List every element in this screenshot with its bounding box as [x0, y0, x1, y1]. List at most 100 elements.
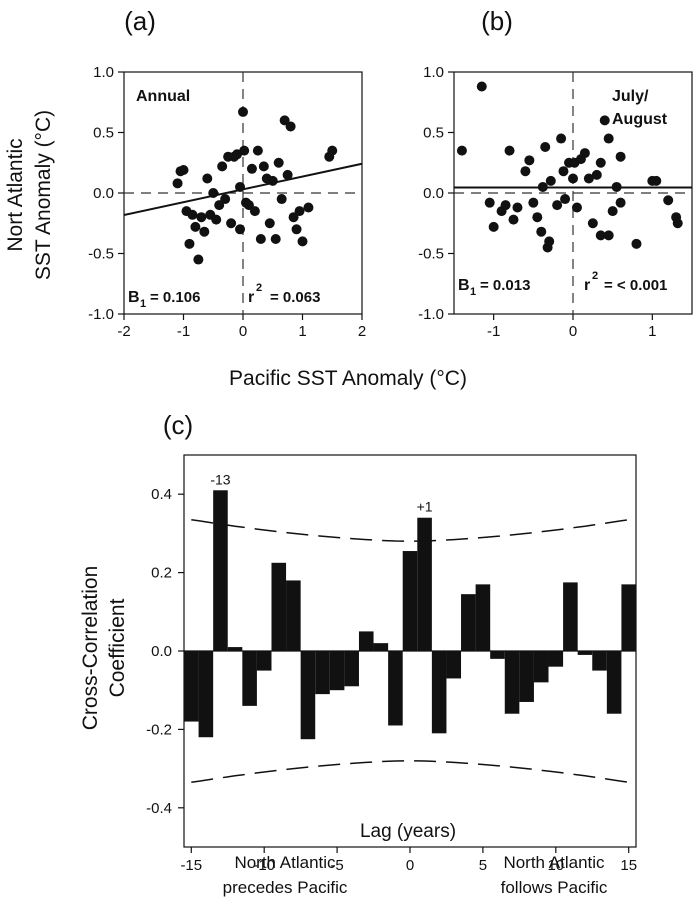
- panel-a-b1-stat: B 1 = 0.106: [128, 289, 200, 310]
- panel-b-ytick-label: 1.0: [423, 64, 444, 81]
- panel-a-xtick-label: 1: [298, 323, 306, 340]
- panel-b-b1-symbol: B: [458, 277, 470, 294]
- panel-a-data-point: [285, 121, 296, 132]
- panel-b-xtick-label: -1: [487, 323, 500, 340]
- panel-b-data-point: [663, 195, 674, 206]
- panel-c-ytick-label: -0.2: [146, 721, 172, 738]
- panel-c-ytick-label: 0.4: [151, 486, 172, 503]
- panel-b-annotation-line1: July/: [612, 88, 649, 105]
- panel-b-data-point: [603, 133, 614, 144]
- panel-c-ytick-label: 0.2: [151, 565, 172, 582]
- note-right-line2: follows Pacific: [501, 878, 608, 897]
- panel-b-data-point: [587, 218, 598, 229]
- panel-b-data-point: [651, 175, 662, 186]
- panel-b-data-point: [607, 206, 618, 217]
- correlation-bar: [431, 651, 447, 734]
- panel-a-data-point: [202, 173, 213, 184]
- panel-b-ytick-label: 0.5: [423, 125, 444, 142]
- shared-ylabel-line1: Nort Atlantic: [4, 138, 27, 251]
- panel-a-ytick-label: 0.5: [93, 125, 114, 142]
- panel-a-xtick-label: -1: [177, 323, 190, 340]
- panel-b-data-point: [528, 197, 539, 208]
- panel-c-xtick-label: 5: [479, 857, 487, 874]
- correlation-bar: [286, 580, 301, 651]
- panel-a-data-point: [235, 181, 246, 192]
- note-right-line1: North Atlantic: [503, 853, 605, 872]
- panel-b-data-point: [595, 157, 606, 168]
- correlation-bar: [621, 584, 636, 651]
- correlation-bar: [446, 651, 462, 679]
- panel-a-data-point: [235, 224, 246, 235]
- panel-a-data-point: [252, 145, 263, 156]
- panel-b-data-point: [591, 169, 602, 180]
- panel-c-xtick-label: -10: [253, 857, 275, 874]
- correlation-bar: [329, 651, 345, 691]
- panel-a-r2-symbol: r: [248, 289, 254, 306]
- panel-a-data-point: [291, 224, 302, 235]
- shared-ylabel-line2: SST Anomaly (°C): [32, 110, 55, 280]
- panel-c-xtick-label: -5: [330, 857, 343, 874]
- panel-c-xtick-label: 10: [547, 857, 564, 874]
- panel-a-data-point: [172, 178, 183, 189]
- panel-b-data-point: [508, 214, 519, 225]
- panel-a-xtick-label: 2: [358, 323, 366, 340]
- panel-b-data-point: [552, 200, 563, 211]
- panel-b-data-point: [456, 145, 467, 156]
- bar-value-label: +1: [417, 499, 433, 515]
- panel-a-r2-stat: r 2 = 0.063: [248, 282, 320, 306]
- panel-a-data-point: [297, 236, 308, 247]
- panel-b-data-point: [524, 155, 535, 166]
- correlation-bar: [504, 651, 520, 714]
- panel-b-b1-stat: B 1 = 0.013: [458, 277, 530, 298]
- correlation-bar: [344, 651, 359, 687]
- panel-b-data-point: [568, 173, 578, 184]
- panel-a-data-point: [239, 145, 250, 156]
- panel-a-data-point: [238, 106, 248, 117]
- correlation-bar: [198, 651, 214, 738]
- panel-a-xtick-label: 0: [239, 323, 247, 340]
- panel-b-data-point: [560, 194, 571, 205]
- panel-c-label: (c): [163, 410, 193, 440]
- panel-b-data-point: [599, 115, 610, 126]
- panel-b-r2-symbol: r: [584, 277, 590, 294]
- panel-b-data-point: [544, 236, 555, 247]
- lower-significance-bound: [191, 760, 629, 784]
- panel-b: 1.0 0.5 0.0 -0.5 -1.0 -1 0 1 July/ August B 1 =…: [418, 64, 693, 340]
- panel-a-ytick-label: -1.0: [88, 306, 114, 323]
- panel-b-data-point: [603, 230, 614, 241]
- panel-a: 1.0 0.5 0.0 -0.5 -1.0-2 -1 0 1 2 Annual B 1 = 0.…: [88, 64, 366, 340]
- panel-a-b1-subscript: 1: [140, 298, 146, 310]
- panel-b-data-point: [545, 175, 556, 186]
- correlation-bar: [461, 594, 476, 651]
- upper-significance-bound: [191, 518, 629, 542]
- panel-b-data-point: [488, 221, 499, 232]
- panel-a-data-point: [270, 233, 281, 244]
- panel-b-data-point: [504, 145, 515, 156]
- panel-b-data-point: [532, 212, 543, 223]
- correlation-bar: [184, 651, 199, 722]
- panel-b-data-point: [540, 142, 551, 153]
- panel-a-data-point: [249, 206, 260, 217]
- panel-b-data-point: [484, 197, 495, 208]
- correlation-bar: [606, 651, 622, 714]
- panel-a-data-point: [282, 169, 293, 180]
- panel-c-content: 0.4 0.2 0.0 -0.2 -0.4 -15 -10 -5 0 5 10 15 -13 +1: [146, 471, 637, 874]
- panel-a-r2-value: = 0.063: [270, 289, 320, 306]
- panel-b-data-point: [631, 238, 642, 249]
- panel-a-label: (a): [124, 6, 156, 36]
- panel-b-data-point: [571, 202, 582, 213]
- panel-b-data-point: [520, 166, 531, 177]
- panel-a-b1-value: = 0.106: [150, 289, 200, 306]
- panel-a-data-point: [184, 238, 195, 249]
- panel-a-data-point: [303, 202, 314, 213]
- panel-a-data-point: [258, 161, 269, 172]
- panel-a-data-point: [255, 233, 266, 244]
- correlation-bar: [475, 584, 491, 651]
- panel-b-data-point: [500, 200, 511, 211]
- panel-a-b1-symbol: B: [128, 289, 140, 306]
- correlation-bar: [533, 651, 549, 683]
- panel-b-data-point: [672, 218, 683, 229]
- bar-value-label: -13: [210, 471, 230, 487]
- panel-c-xtick-label: -15: [180, 857, 202, 874]
